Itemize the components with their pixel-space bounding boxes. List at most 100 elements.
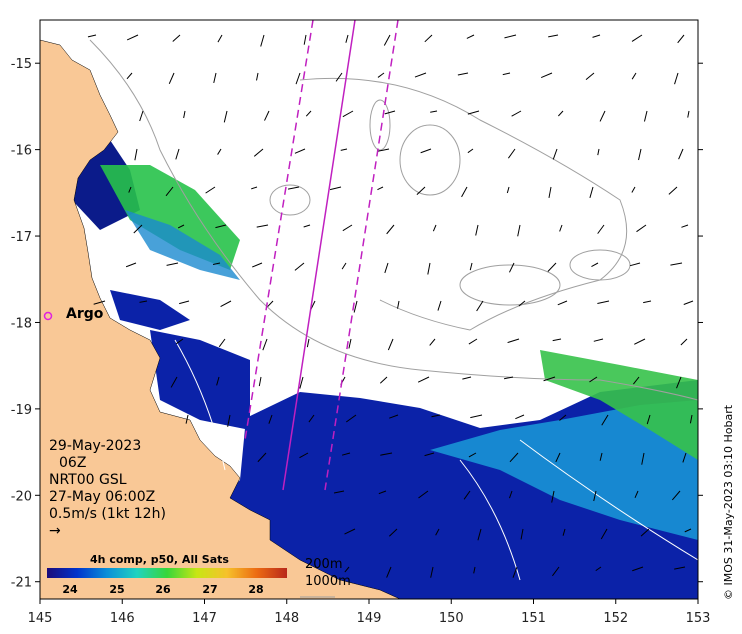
current-vector <box>641 452 645 465</box>
current-vector <box>636 224 647 233</box>
current-vector <box>217 148 222 155</box>
current-vector <box>335 72 343 82</box>
current-vector <box>512 566 518 578</box>
current-vector <box>420 148 432 154</box>
current-vector <box>418 490 429 499</box>
current-vector <box>682 452 687 463</box>
colorbar-label-26: 26 <box>155 583 171 596</box>
current-vector <box>424 34 433 43</box>
x-tick-label: 152 <box>603 611 628 626</box>
hour-text: 06Z <box>59 455 87 471</box>
current-vector <box>333 490 345 494</box>
current-vector <box>467 148 474 154</box>
current-vector <box>128 186 132 193</box>
current-vector <box>170 376 178 388</box>
current-vector <box>348 338 352 349</box>
current-vector <box>341 452 351 456</box>
argo-label: Argo <box>66 306 104 322</box>
current-vector <box>599 452 603 461</box>
current-vector <box>468 452 477 458</box>
current-vector <box>593 338 604 342</box>
track-right-edge <box>324 20 399 491</box>
track-center <box>282 20 356 491</box>
current-vector <box>629 262 641 267</box>
colorbar-label-28: 28 <box>248 583 264 596</box>
current-vector <box>303 34 307 45</box>
current-vector <box>389 414 399 419</box>
current-vector <box>593 490 597 502</box>
current-vector <box>597 300 610 305</box>
current-vector <box>548 186 552 198</box>
current-vector <box>515 414 525 420</box>
x-tick-label: 149 <box>357 611 382 626</box>
current-vector <box>674 566 686 570</box>
current-vector <box>463 490 471 500</box>
current-vector <box>518 300 526 307</box>
current-vector <box>256 224 269 228</box>
current-vector <box>552 148 558 160</box>
reef-outline-3 <box>569 249 631 281</box>
current-vector <box>179 300 190 305</box>
current-vector <box>217 34 223 43</box>
current-vector <box>507 148 516 159</box>
current-vector <box>134 148 138 161</box>
current-vector <box>668 186 678 195</box>
product-time-text: 27-May 06:00Z <box>49 489 156 505</box>
current-vector <box>345 34 349 43</box>
current-vector <box>551 490 555 503</box>
land-mass <box>40 20 401 599</box>
current-vector <box>218 338 226 348</box>
x-tick-label: 150 <box>439 611 464 626</box>
current-vector <box>557 110 564 117</box>
satellite-tracks <box>244 20 399 491</box>
scale-arrow-icon: → <box>49 523 61 539</box>
current-vector <box>340 148 348 151</box>
current-vector <box>435 528 440 536</box>
current-vector <box>502 72 511 76</box>
current-vector <box>559 224 563 232</box>
current-vector <box>344 566 350 573</box>
current-vector <box>379 376 388 384</box>
current-vector <box>559 414 567 421</box>
current-vector <box>599 110 606 122</box>
y-tick-label: -20 <box>11 489 32 504</box>
current-vector <box>305 110 312 117</box>
current-vector <box>476 300 484 312</box>
current-vector <box>646 414 651 425</box>
current-vector <box>133 224 143 234</box>
current-vector <box>215 224 227 229</box>
current-vector <box>520 528 524 540</box>
current-vector <box>461 186 468 198</box>
current-vector <box>457 72 469 76</box>
current-vector <box>388 528 398 537</box>
current-vector <box>205 186 216 194</box>
current-vector <box>185 414 189 424</box>
current-vector <box>87 34 97 38</box>
y-tick-label: -15 <box>11 57 32 72</box>
current-vector <box>212 262 221 265</box>
current-vector <box>417 376 430 383</box>
current-vector <box>676 376 682 389</box>
current-vector <box>213 72 217 84</box>
x-axis: 145 146 147 148 149 150 151 152 153 <box>28 599 710 626</box>
current-vector <box>509 452 519 463</box>
current-vector <box>384 262 389 274</box>
current-vector <box>462 376 472 380</box>
y-tick-label: -18 <box>11 316 32 331</box>
sst-swaths <box>72 140 698 599</box>
isobath-deep <box>299 77 628 331</box>
current-vector <box>671 490 681 501</box>
colorbar-label-27: 27 <box>202 583 218 596</box>
current-vector <box>252 262 263 268</box>
current-vector <box>511 110 522 117</box>
current-vector <box>353 300 358 313</box>
colorbar <box>47 568 287 578</box>
x-tick-label: 146 <box>110 611 135 626</box>
current-vector <box>294 262 305 271</box>
reef-outline-4 <box>269 184 311 216</box>
y-tick-label: -16 <box>11 144 32 159</box>
isobath-shelf-edge <box>89 39 698 401</box>
current-vector <box>466 34 475 39</box>
current-vector <box>345 414 357 423</box>
